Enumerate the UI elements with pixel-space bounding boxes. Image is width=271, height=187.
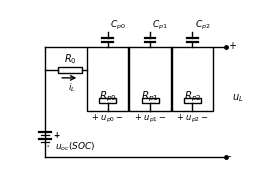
Text: +: + <box>228 41 236 51</box>
Text: $+\ u_{p1}-$: $+\ u_{p1}-$ <box>134 113 166 125</box>
Text: +: + <box>53 131 59 140</box>
Text: ': ' <box>46 145 48 154</box>
Text: $C_{p1}$: $C_{p1}$ <box>152 19 168 33</box>
Bar <box>99 97 116 103</box>
Text: $R_{p0}$: $R_{p0}$ <box>99 89 117 104</box>
Bar <box>87 47 128 111</box>
Bar <box>58 67 82 73</box>
Text: $C_{p0}$: $C_{p0}$ <box>110 19 126 33</box>
Text: $+\ u_{p0}-$: $+\ u_{p0}-$ <box>91 113 124 125</box>
Text: $C_{p2}$: $C_{p2}$ <box>195 19 210 33</box>
Text: $u_{oc}(SOC)$: $u_{oc}(SOC)$ <box>54 140 95 153</box>
Bar <box>184 97 201 103</box>
Text: $+\ u_{p2}-$: $+\ u_{p2}-$ <box>176 113 209 125</box>
Text: $R_0$: $R_0$ <box>64 52 76 66</box>
Text: $u_L$: $u_L$ <box>232 92 243 104</box>
Bar <box>129 47 171 111</box>
Text: $i_L$: $i_L$ <box>68 82 75 94</box>
Text: $R_{p1}$: $R_{p1}$ <box>141 89 159 104</box>
Text: $R_{p2}$: $R_{p2}$ <box>183 89 201 104</box>
Bar <box>172 47 213 111</box>
Text: -: - <box>228 151 231 161</box>
Bar <box>141 97 159 103</box>
